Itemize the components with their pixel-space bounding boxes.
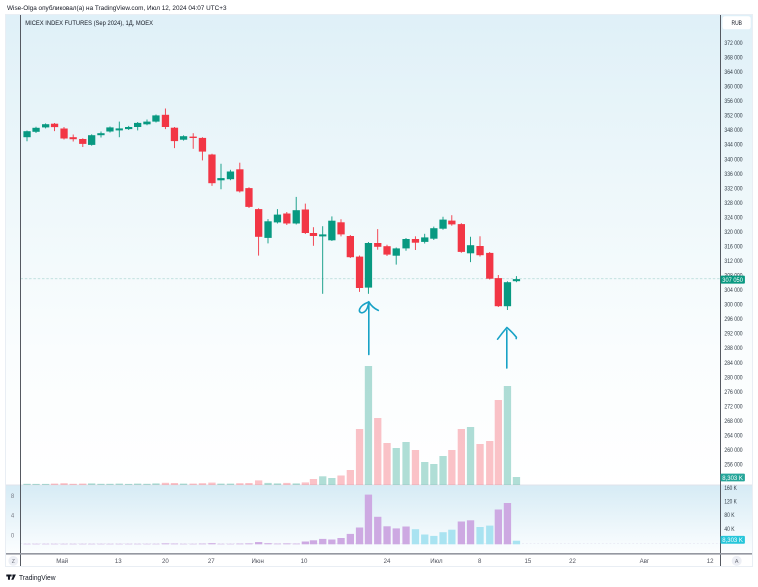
svg-text:304 000: 304 000 [724, 287, 743, 294]
svg-text:276 000: 276 000 [724, 389, 743, 396]
svg-text:8,303 K: 8,303 K [722, 476, 743, 482]
svg-text:372 000: 372 000 [724, 40, 743, 47]
svg-text:320 000: 320 000 [724, 229, 743, 236]
svg-text:13: 13 [115, 558, 122, 565]
svg-text:336 000: 336 000 [724, 171, 743, 178]
svg-text:120 K: 120 K [724, 498, 737, 505]
svg-text:352 000: 352 000 [724, 113, 743, 120]
svg-text:8: 8 [478, 558, 482, 565]
svg-text:264 000: 264 000 [724, 432, 743, 439]
svg-text:284 000: 284 000 [724, 360, 743, 367]
svg-text:40 K: 40 K [724, 526, 735, 533]
svg-text:356 000: 356 000 [724, 98, 743, 105]
svg-text:Май: Май [56, 558, 68, 565]
svg-text:368 000: 368 000 [724, 55, 743, 62]
svg-text:288 000: 288 000 [724, 345, 743, 352]
svg-text:27: 27 [208, 558, 215, 565]
svg-text:260 000: 260 000 [724, 447, 743, 454]
svg-text:8,303 K: 8,303 K [722, 538, 743, 544]
svg-text:10: 10 [301, 558, 308, 565]
svg-text:24: 24 [384, 558, 391, 565]
svg-text:15: 15 [525, 558, 532, 565]
svg-text:MICEX INDEX FUTURES (Sep 2024): MICEX INDEX FUTURES (Sep 2024), 1Д, MOEX [25, 21, 153, 27]
svg-text:364 000: 364 000 [724, 69, 743, 76]
svg-text:12: 12 [707, 558, 714, 565]
svg-text:300 000: 300 000 [724, 302, 743, 309]
svg-text:80 K: 80 K [724, 512, 735, 519]
svg-text:324 000: 324 000 [724, 214, 743, 221]
svg-text:292 000: 292 000 [724, 331, 743, 338]
svg-text:312 000: 312 000 [724, 258, 743, 265]
svg-text:316 000: 316 000 [724, 243, 743, 250]
svg-text:280 000: 280 000 [724, 374, 743, 381]
svg-text:0: 0 [11, 533, 15, 539]
svg-text:268 000: 268 000 [724, 418, 743, 425]
svg-text:Wise-Olga опубликовал(а) на Tr: Wise-Olga опубликовал(а) на TradingView.… [7, 4, 227, 12]
svg-text:256 000: 256 000 [724, 461, 743, 468]
svg-text:RUB: RUB [732, 20, 743, 27]
svg-text:20: 20 [162, 558, 169, 565]
svg-text:Июн: Июн [252, 558, 264, 565]
svg-text:Авг: Авг [640, 558, 650, 565]
svg-text:Z: Z [12, 559, 15, 565]
svg-text:360 000: 360 000 [724, 84, 743, 91]
svg-text:160 K: 160 K [724, 485, 737, 492]
svg-text:332 000: 332 000 [724, 185, 743, 192]
svg-text:22: 22 [569, 558, 576, 565]
svg-text:307 050: 307 050 [722, 278, 743, 284]
svg-text:344 000: 344 000 [724, 142, 743, 149]
svg-text:Июл: Июл [430, 558, 443, 565]
svg-text:328 000: 328 000 [724, 200, 743, 207]
svg-text:A: A [735, 559, 739, 565]
svg-text:296 000: 296 000 [724, 316, 743, 323]
svg-text:340 000: 340 000 [724, 156, 743, 163]
svg-text:TradingView: TradingView [19, 573, 56, 582]
svg-text:348 000: 348 000 [724, 127, 743, 134]
svg-text:272 000: 272 000 [724, 403, 743, 410]
svg-text:8: 8 [11, 494, 15, 500]
svg-text:4: 4 [11, 513, 15, 519]
